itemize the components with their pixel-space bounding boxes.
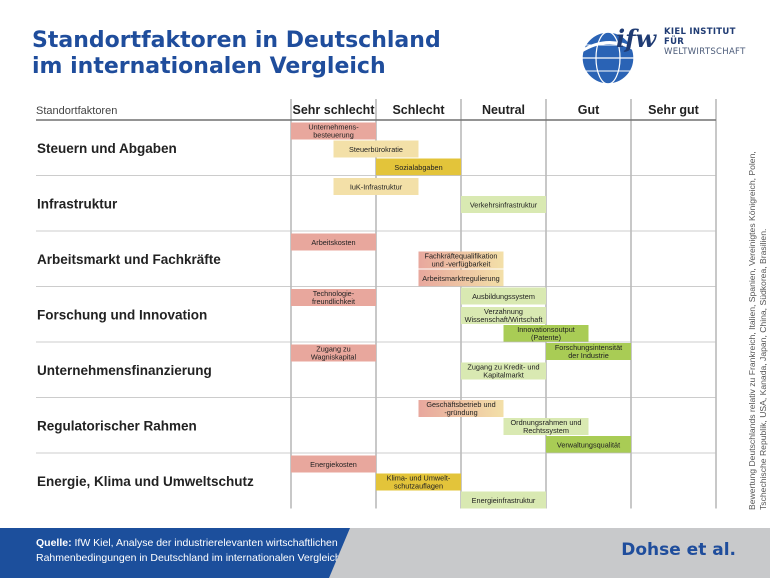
rating-bar <box>461 196 546 213</box>
bar-label: Unternehmens- <box>308 123 359 132</box>
bar-label: Rechtssystem <box>523 426 569 435</box>
rating-bar <box>291 455 376 473</box>
header-left-label: Standortfaktoren <box>36 105 117 117</box>
bar-label: Klima- und Umwelt- <box>387 474 451 483</box>
rating-bar <box>546 343 631 360</box>
rating-bar <box>291 233 376 251</box>
page-title: Standortfaktoren in Deutschland im inter… <box>32 28 441 80</box>
rating-bar <box>461 307 546 324</box>
title-line-2: im internationalen Vergleich <box>32 54 386 79</box>
rating-bar <box>418 251 504 269</box>
bar-label: Steuerbürokratie <box>349 145 403 154</box>
rating-bar <box>376 473 461 491</box>
rating-bar <box>418 400 504 417</box>
bar-label: Arbeitskosten <box>311 238 355 247</box>
category-label: Energie, Klima und Umweltschutz <box>37 474 254 489</box>
bar-label: Fachkräftequalifikation <box>424 252 497 261</box>
logo-line-1: KIEL INSTITUT FÜR <box>664 27 736 47</box>
bar-label: und -verfügbarkeit <box>432 260 491 269</box>
side-note: Bewertung Deutschlands relativ zu Frankr… <box>747 151 768 510</box>
bar-label: Forschungsintensität <box>555 343 622 352</box>
category-label: Steuern und Abgaben <box>37 141 177 156</box>
bar-label: Wagniskapital <box>311 353 357 362</box>
bar-label: Ausbildungssystem <box>472 292 535 301</box>
rating-bar <box>291 344 376 362</box>
bar-label: Verkehrsinfrastruktur <box>470 200 538 209</box>
scale-label: Schlecht <box>392 103 445 117</box>
category-label: Arbeitsmarkt und Fachkräfte <box>37 252 221 267</box>
rating-bar <box>376 158 461 176</box>
category-label: Forschung und Innovation <box>37 307 207 322</box>
bar-label: schutzauflagen <box>394 482 443 491</box>
rating-chart: Standortfaktoren Sehr schlecht Schlecht Neu… <box>36 99 717 509</box>
bar-label: Zugang zu Kredit- und <box>467 363 539 372</box>
bar-label: Wissenschaft/Wirtschaft <box>465 315 543 324</box>
bar-label: Zugang zu <box>316 345 350 354</box>
title-line-1: Standortfaktoren in Deutschland <box>32 28 441 53</box>
logo-line-2: WELTWIRTSCHAFT <box>664 47 746 57</box>
scale-label: Gut <box>578 103 600 117</box>
bar-label: der Industrie <box>568 351 609 360</box>
scale-label: Sehr schlecht <box>293 103 376 117</box>
source-text: Quelle: IfW Kiel, Analyse der industrier… <box>36 536 341 566</box>
bar-label: IuK-Infrastruktur <box>350 182 403 191</box>
logo-text: KIEL INSTITUT FÜR WELTWIRTSCHAFT <box>664 27 746 57</box>
rating-bar <box>461 287 546 305</box>
ifw-logo: ifw KIEL INSTITUT FÜR WELTWIRTSCHAFT <box>578 20 745 88</box>
rating-bar <box>418 269 504 287</box>
bar-label: freundlichkeit <box>312 297 355 306</box>
rating-bar <box>461 491 546 509</box>
rating-bar <box>503 418 589 435</box>
bar-label: Sozialabgaben <box>394 163 442 172</box>
category-label: Regulatorischer Rahmen <box>37 418 197 433</box>
bar-label: Technologie- <box>313 289 355 298</box>
rating-bar <box>291 289 376 306</box>
bar-label: Innovationsoutput <box>517 325 575 334</box>
source-line-2: Rahmenbedingungen in Deutschland im inte… <box>36 552 341 564</box>
bar-label: Energieinfrastruktur <box>472 496 536 505</box>
scale-label: Sehr gut <box>648 103 700 117</box>
footer-source-panel: Quelle: IfW Kiel, Analyse der industrier… <box>0 528 350 578</box>
bar-label: Geschäftsbetrieb und <box>426 400 495 409</box>
category-label: Infrastruktur <box>37 196 118 211</box>
authors: Dohse et al. <box>621 540 736 560</box>
rating-bar <box>291 122 376 140</box>
logo-mark: ifw <box>616 24 657 53</box>
bar-label: -gründung <box>444 408 477 417</box>
bar-label: Kapitalmarkt <box>483 371 524 380</box>
bar-label: Arbeitsmarktregulierung <box>422 274 499 283</box>
footer: Quelle: IfW Kiel, Analyse der industrier… <box>0 528 770 578</box>
rating-bar <box>461 362 546 380</box>
bar-label: Energiekosten <box>310 460 357 469</box>
category-label: Unternehmensfinanzierung <box>37 363 212 378</box>
bar-label: Verwaltungsqualität <box>557 440 620 449</box>
bar-label: besteuerung <box>313 131 354 140</box>
rating-bar <box>333 178 419 195</box>
bar-label: (Patente) <box>531 333 561 342</box>
source-label: Quelle: <box>36 537 72 549</box>
bar-label: Verzahnung <box>484 307 523 316</box>
rating-bar <box>333 140 419 158</box>
scale-label: Neutral <box>482 103 525 117</box>
globe-icon <box>579 31 637 85</box>
bar-label: Ordnungsrahmen und <box>511 418 582 427</box>
rating-bar <box>546 436 631 453</box>
source-line-1: IfW Kiel, Analyse der industrierelevante… <box>74 537 338 549</box>
rating-bar <box>503 325 589 342</box>
